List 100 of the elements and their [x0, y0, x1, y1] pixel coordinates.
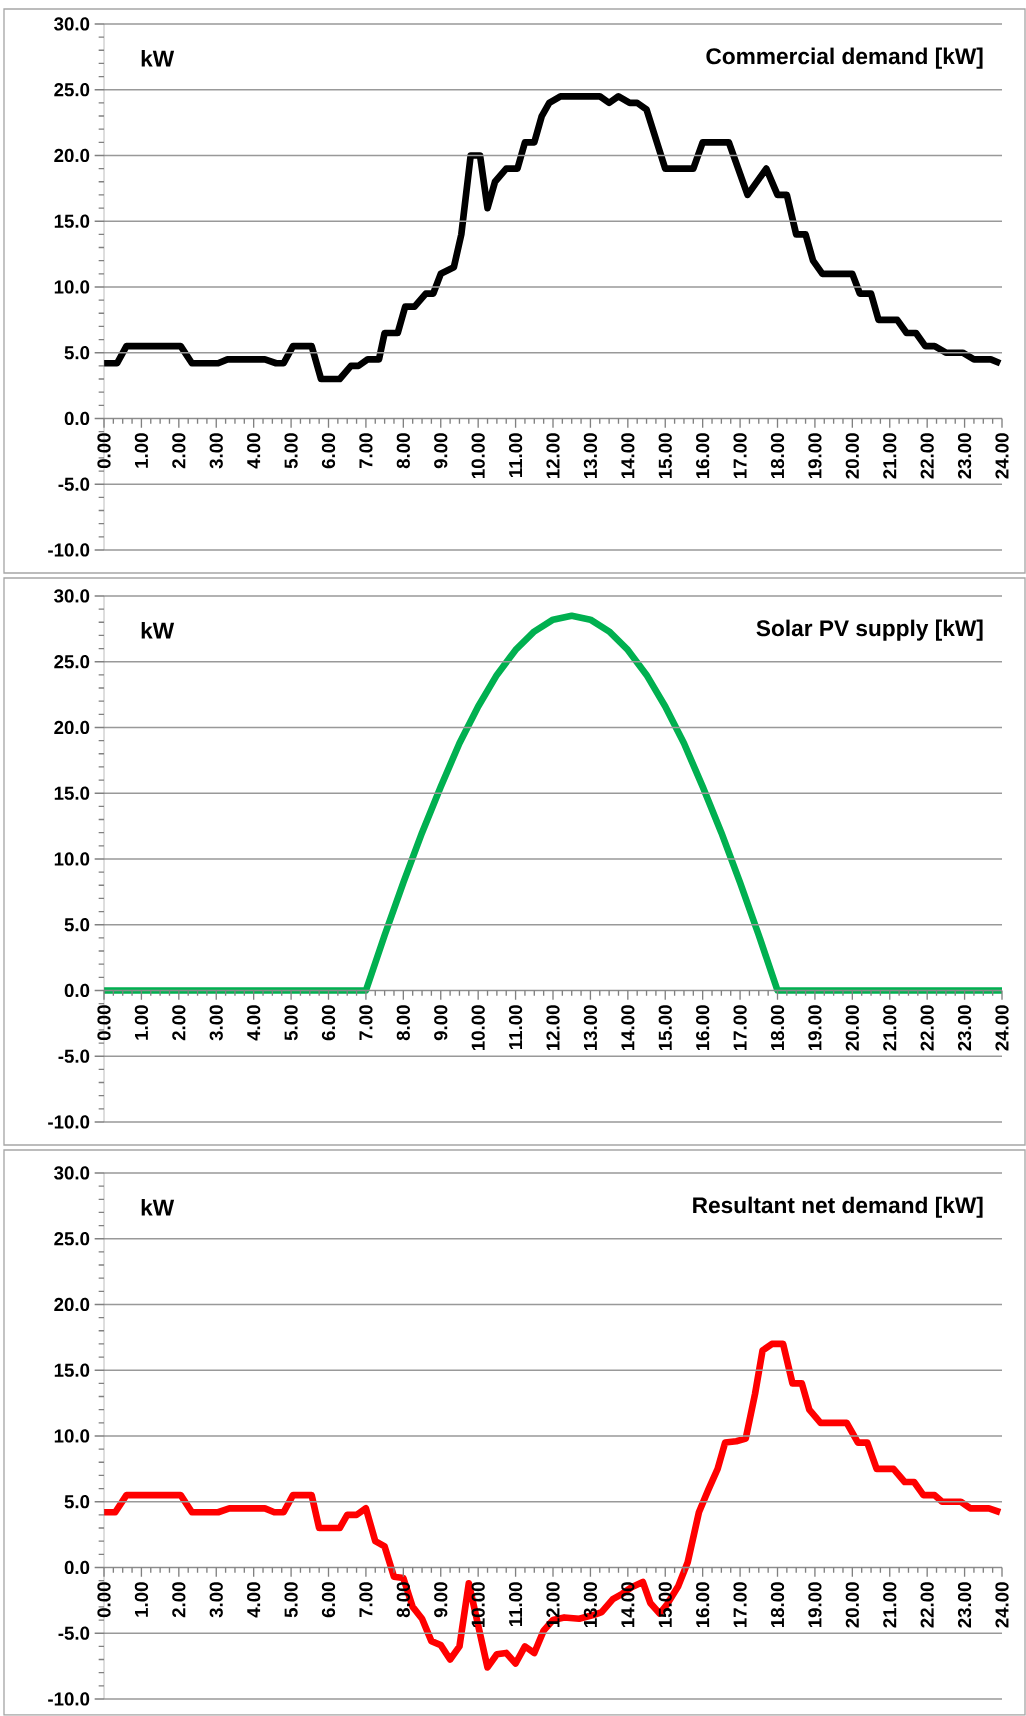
x-tick-label: 23.00	[957, 1582, 972, 1628]
x-tick-label: 16.00	[696, 433, 710, 479]
y-tick-label: -10.0	[48, 1692, 90, 1706]
x-tick-label: 13.00	[583, 1005, 598, 1051]
x-tick-label: 23.00	[957, 433, 972, 479]
x-tick-label: 4.00	[247, 433, 261, 469]
y-tick-label: 0.0	[64, 983, 90, 998]
text: Commercial demand [kW]	[706, 47, 983, 69]
x-tick-label: 1.00	[134, 433, 149, 468]
x-tick-label: 11.00	[508, 433, 523, 478]
y-tick-label: 10.0	[54, 280, 90, 294]
x-tick-label: 18.00	[770, 1005, 785, 1051]
x-tick-label: 9.00	[434, 433, 448, 469]
y-tick-label: 30.0	[54, 1166, 90, 1180]
x-tick-label: 10.00	[471, 1582, 485, 1628]
x-tick-label: 17.00	[733, 1005, 747, 1051]
y-tick-label: 5.0	[64, 1495, 90, 1509]
text: Resultant net demand [kW]	[693, 1196, 983, 1218]
x-tick-label: 12.00	[546, 1582, 560, 1628]
x-tick-label: 6.00	[321, 1582, 336, 1618]
y-tick-label: 20.0	[54, 1297, 90, 1312]
x-tick-label: 20.00	[845, 1582, 859, 1628]
y-tick-label: 25.0	[54, 655, 90, 669]
y-tick-label: -5.0	[58, 1049, 90, 1063]
y-tick-label: 25.0	[54, 83, 90, 97]
x-tick-label: 2.00	[172, 1582, 186, 1618]
annotation: kW	[141, 49, 175, 67]
x-tick-label: 12.00	[546, 1005, 560, 1051]
x-tick-label: 15.00	[658, 433, 672, 479]
y-tick-label: 15.0	[54, 1363, 90, 1377]
x-tick-label: 20.00	[845, 433, 859, 479]
x-tick-label: 2.00	[172, 433, 186, 469]
y-tick-label: 20.0	[54, 720, 90, 735]
x-tick-label: 11.00	[508, 1005, 523, 1050]
x-tick-label: 22.00	[920, 1582, 934, 1628]
text: Solar PV supply [kW]	[756, 619, 983, 641]
y-tick-label: 5.0	[64, 918, 90, 932]
y-tick-label: -10.0	[48, 543, 90, 557]
x-tick-label: 7.00	[359, 433, 373, 469]
annotation: kW	[141, 621, 175, 639]
y-tick-label: -5.0	[58, 477, 90, 491]
x-tick-label: 16.00	[696, 1005, 710, 1051]
y-tick-label: -10.0	[48, 1115, 90, 1129]
x-tick-label: 19.00	[808, 1582, 822, 1628]
x-tick-label: 3.00	[209, 1582, 223, 1618]
y-tick-label: -5.0	[58, 1626, 90, 1640]
x-tick-label: 15.00	[658, 1582, 672, 1628]
x-tick-label: 12.00	[546, 433, 560, 479]
x-tick-label: 5.00	[284, 433, 298, 469]
x-tick-label: 14.00	[621, 433, 635, 479]
x-tick-label: 18.00	[770, 1582, 785, 1628]
x-tick-label: 17.00	[733, 1582, 747, 1628]
x-tick-label: 8.00	[396, 433, 410, 469]
x-tick-label: 14.00	[621, 1005, 635, 1051]
x-tick-label: 21.00	[883, 1582, 897, 1628]
x-tick-label: 24.00	[995, 433, 1009, 479]
x-tick-label: 8.00	[396, 1005, 410, 1041]
y-tick-label: 10.0	[54, 1429, 90, 1443]
x-tick-label: 4.00	[247, 1005, 261, 1041]
x-tick-label: 21.00	[883, 1005, 897, 1051]
x-tick-label: 20.00	[845, 1005, 859, 1051]
y-tick-label: 20.0	[54, 148, 90, 163]
x-tick-label: 10.00	[471, 1005, 485, 1051]
x-tick-label: 1.00	[134, 1582, 149, 1617]
x-tick-label: 11.00	[508, 1582, 523, 1627]
x-tick-label: 17.00	[733, 433, 747, 479]
x-tick-label: 7.00	[359, 1582, 373, 1618]
x-tick-label: 9.00	[434, 1005, 448, 1041]
y-tick-label: 30.0	[54, 589, 90, 603]
x-tick-label: 6.00	[321, 433, 336, 469]
x-tick-label: 24.00	[995, 1005, 1009, 1051]
x-tick-label: 8.00	[396, 1582, 410, 1618]
x-tick-label: 0.00	[97, 1582, 111, 1618]
x-tick-label: 7.00	[359, 1005, 373, 1041]
y-tick-label: 0.0	[64, 411, 90, 426]
x-tick-label: 4.00	[247, 1582, 261, 1618]
x-tick-label: 0.00	[97, 433, 111, 469]
x-tick-label: 1.00	[134, 1005, 149, 1040]
y-tick-label: 15.0	[54, 786, 90, 800]
x-tick-label: 15.00	[658, 1005, 672, 1051]
x-tick-label: 10.00	[471, 433, 485, 479]
x-tick-label: 14.00	[621, 1582, 635, 1628]
x-tick-label: 9.00	[434, 1582, 448, 1618]
x-tick-label: 16.00	[696, 1582, 710, 1628]
x-tick-label: 19.00	[808, 433, 822, 479]
x-tick-label: 18.00	[770, 433, 785, 479]
x-tick-label: 2.00	[172, 1005, 186, 1041]
x-tick-label: 24.00	[995, 1582, 1009, 1628]
x-tick-label: 5.00	[284, 1005, 298, 1041]
x-tick-label: 3.00	[209, 1005, 223, 1041]
x-tick-label: 0.00	[97, 1005, 111, 1041]
x-tick-label: 5.00	[284, 1582, 298, 1618]
x-tick-label: 23.00	[957, 1005, 972, 1051]
x-tick-label: 21.00	[883, 433, 897, 479]
x-tick-label: 6.00	[321, 1005, 336, 1041]
y-tick-label: 25.0	[54, 1232, 90, 1246]
y-tick-label: 10.0	[54, 852, 90, 866]
x-tick-label: 19.00	[808, 1005, 822, 1051]
y-tick-label: 0.0	[64, 1560, 90, 1575]
annotation: kW	[141, 1198, 175, 1216]
